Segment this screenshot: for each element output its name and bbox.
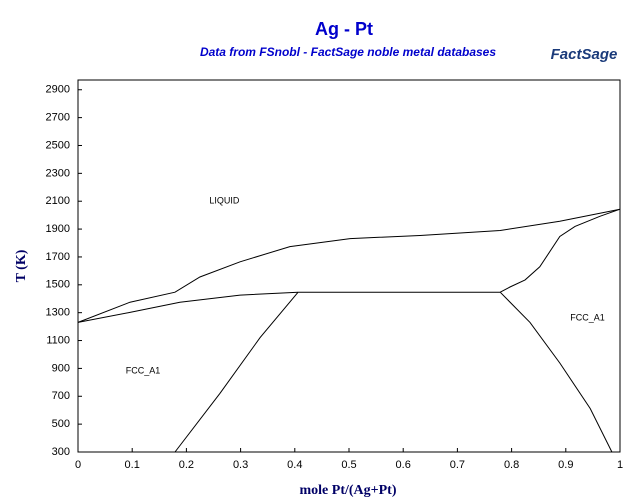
y-tick-label: 2500 [46, 139, 70, 151]
phase-boundary [499, 208, 621, 293]
y-tick-label: 1100 [46, 334, 70, 346]
x-tick-label: 0.1 [125, 459, 140, 471]
y-tick-label: 900 [52, 362, 70, 374]
x-tick-label: 1 [617, 459, 623, 471]
x-tick-label: 0.7 [450, 459, 465, 471]
phase-label: LIQUID [209, 196, 240, 206]
phase-boundary [77, 291, 299, 323]
y-axis-label: T (K) [14, 249, 29, 282]
y-tick-label: 300 [52, 446, 70, 458]
logo: FactSage [551, 46, 618, 63]
x-tick-label: 0 [75, 459, 81, 471]
phase-boundary [499, 291, 613, 453]
chart-subtitle: Data from FSnobl - FactSage noble metal … [200, 45, 496, 59]
y-tick-label: 2700 [46, 112, 70, 124]
x-tick-label: 0.6 [396, 459, 411, 471]
y-tick-label: 2100 [46, 195, 70, 207]
chart-title: Ag - Pt [315, 19, 373, 39]
x-axis-label: mole Pt/(Ag+Pt) [300, 483, 397, 498]
y-tick-label: 500 [52, 418, 70, 430]
y-tick-label: 700 [52, 390, 70, 402]
y-tick-label: 2900 [46, 84, 70, 96]
plot-frame [77, 79, 621, 453]
x-tick-label: 0.3 [233, 459, 248, 471]
phase-boundary [174, 291, 299, 453]
x-tick-label: 0.2 [179, 459, 194, 471]
x-tick-label: 0.4 [287, 459, 302, 471]
phase-label: FCC_A1 [126, 366, 161, 376]
x-tick-label: 0.9 [558, 459, 573, 471]
phase-boundary [77, 208, 621, 323]
phase-label: FCC_A1 [570, 313, 605, 323]
x-tick-label: 0.5 [341, 459, 356, 471]
x-tick-label: 0.8 [504, 459, 519, 471]
y-tick-label: 1500 [46, 279, 70, 291]
y-tick-label: 1700 [46, 251, 70, 263]
y-tick-label: 1900 [46, 223, 70, 235]
y-tick-label: 2300 [46, 167, 70, 179]
y-tick-label: 1300 [46, 307, 70, 319]
